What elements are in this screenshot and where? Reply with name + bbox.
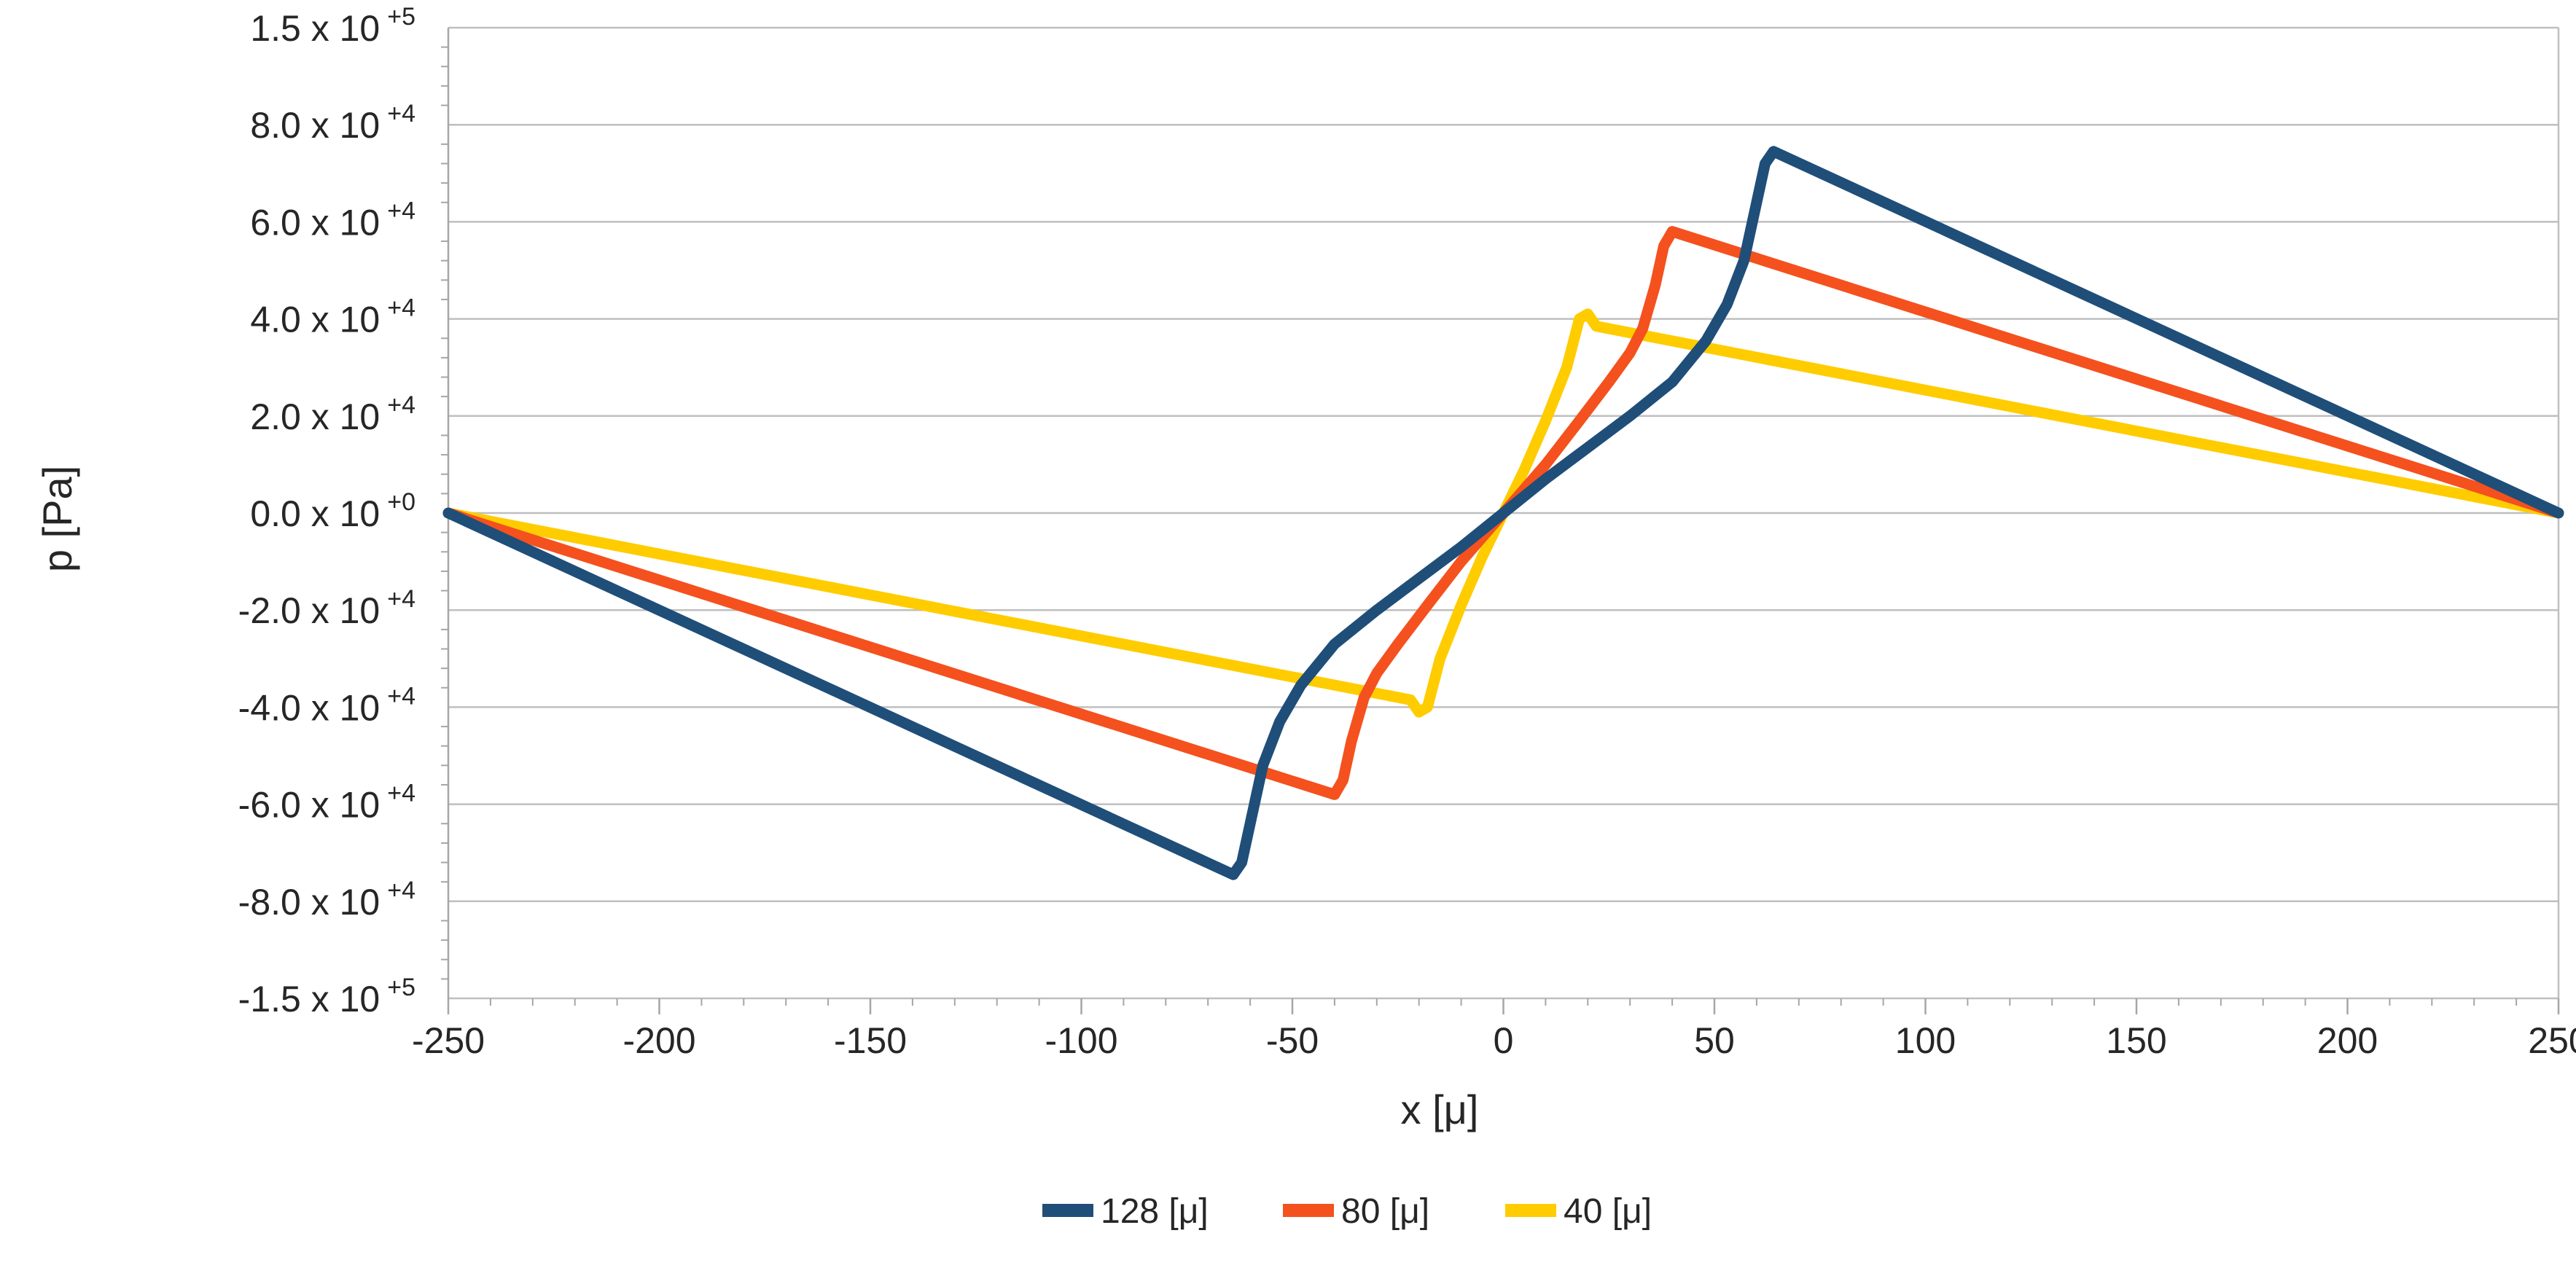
y-tick-label: -4.0 x 10 +4 <box>238 682 415 728</box>
legend-label: 80 [μ] <box>1341 1192 1429 1231</box>
x-tick-label: 150 <box>2106 1020 2166 1061</box>
legend-swatch <box>1283 1204 1334 1217</box>
y-tick-label: 4.0 x 10 +4 <box>250 294 415 340</box>
legend-label: 40 [μ] <box>1564 1192 1652 1231</box>
y-tick-label: -8.0 x 10 +4 <box>238 877 415 923</box>
legend-swatch <box>1505 1204 1556 1217</box>
x-tick-label: 250 <box>2528 1020 2576 1061</box>
legend-label: 128 [μ] <box>1101 1192 1209 1231</box>
y-tick-label: 6.0 x 10 +4 <box>250 197 415 243</box>
x-tick-labels: -250 -200 -150 -100 -50 0 50 100 150 200 250 <box>412 1020 2576 1061</box>
x-tick-label: -150 <box>834 1020 907 1061</box>
y-tick-label: 0.0 x 10 +0 <box>250 488 415 534</box>
legend-swatch <box>1042 1204 1093 1217</box>
x-tick-label: -100 <box>1045 1020 1117 1061</box>
x-tick-label: -50 <box>1266 1020 1319 1061</box>
series-line-0 <box>442 146 2564 880</box>
x-tick-label: 200 <box>2317 1020 2378 1061</box>
legend: 128 [μ] 80 [μ] 40 [μ] <box>1042 1192 1652 1231</box>
y-tick-label: -1.5 x 10 +5 <box>238 974 415 1019</box>
x-tick-label: -200 <box>622 1020 695 1061</box>
x-tick-label: 50 <box>1694 1020 1735 1061</box>
y-tick-label: 8.0 x 10 +4 <box>250 100 415 146</box>
x-tick-label: 0 <box>1494 1020 1514 1061</box>
y-tick-label: -6.0 x 10 +4 <box>238 780 415 826</box>
y-tick-label: -2.0 x 10 +4 <box>238 585 415 631</box>
x-tick-label: -250 <box>412 1020 485 1061</box>
series-lines <box>442 146 2564 880</box>
y-tick-label: 1.5 x 10 +5 <box>250 3 415 49</box>
y-axis-title: p [Pa] <box>34 466 80 572</box>
x-tick-label: 100 <box>1895 1020 1956 1061</box>
y-tick-labels: 1.5 x 10 +5 8.0 x 10 +4 6.0 x 10 +4 4.0 x 10 +4… <box>238 3 415 1019</box>
x-axis-title: x [μ] <box>1401 1087 1479 1132</box>
y-tick-label: 2.0 x 10 +4 <box>250 391 415 437</box>
